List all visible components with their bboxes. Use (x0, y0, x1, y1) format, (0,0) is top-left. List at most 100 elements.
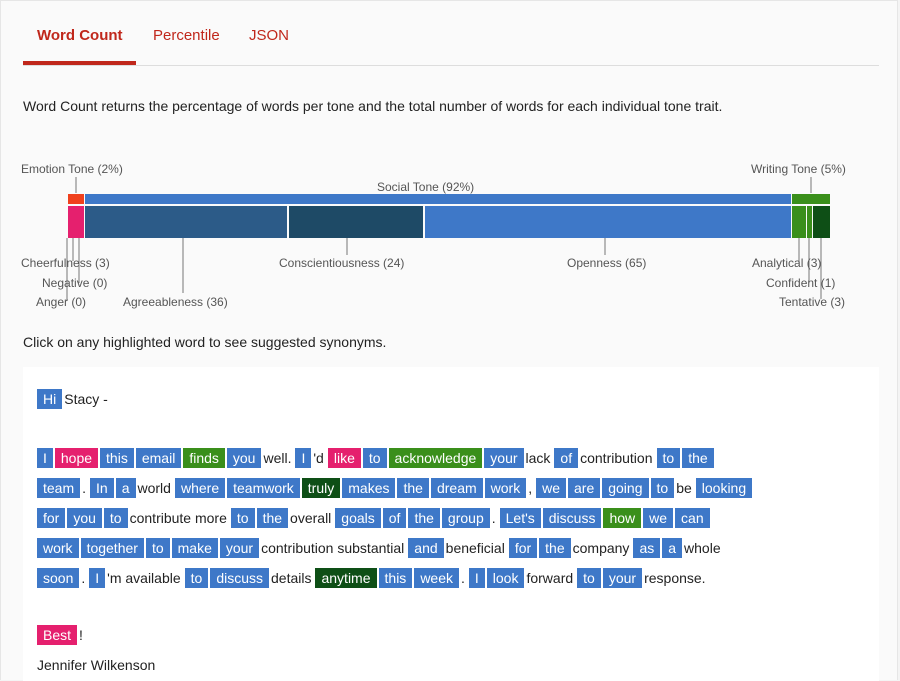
highlighted-word[interactable]: look (486, 568, 525, 588)
highlighted-word[interactable]: like (327, 448, 361, 468)
plain-word: be (676, 480, 692, 496)
highlighted-word[interactable]: week (414, 568, 459, 588)
highlighted-word[interactable]: work (37, 538, 79, 558)
highlighted-word[interactable]: hope (54, 448, 99, 468)
highlighted-word[interactable]: work (484, 478, 527, 498)
bar-confident[interactable] (807, 206, 812, 238)
highlighted-word[interactable]: make (171, 538, 218, 558)
highlighted-word[interactable]: I (89, 568, 106, 588)
highlighted-word[interactable]: I (37, 448, 53, 468)
bar-tentative[interactable] (813, 206, 830, 238)
bar-openness[interactable] (425, 206, 791, 238)
highlighted-word[interactable]: makes (342, 478, 396, 498)
highlighted-word[interactable]: of (382, 508, 407, 528)
highlighted-word[interactable]: Best (37, 625, 78, 645)
highlighted-word[interactable]: soon (37, 568, 80, 588)
plain-word: contribute more (129, 510, 227, 526)
highlighted-word[interactable]: and (408, 538, 444, 558)
highlighted-word[interactable]: teamwork (227, 478, 300, 498)
highlighted-word[interactable]: discuss (542, 508, 602, 528)
highlighted-word[interactable]: the (682, 448, 714, 468)
highlighted-word[interactable]: the (539, 538, 571, 558)
highlighted-word[interactable]: the (408, 508, 440, 528)
highlighted-word[interactable]: your (219, 538, 260, 558)
highlighted-word[interactable]: together (80, 538, 144, 558)
bar-agreeableness[interactable] (85, 206, 287, 238)
highlighted-word[interactable]: for (508, 538, 538, 558)
highlighted-word[interactable]: to (230, 508, 255, 528)
highlighted-word[interactable]: going (602, 478, 649, 498)
tab-word-count[interactable]: Word Count (37, 27, 123, 44)
highlighted-word[interactable]: looking (695, 478, 753, 498)
highlighted-word[interactable]: you (67, 508, 102, 528)
highlighted-word[interactable]: email (135, 448, 182, 468)
highlighted-word[interactable]: to (362, 448, 387, 468)
highlighted-word[interactable]: anytime (315, 568, 377, 588)
highlighted-word[interactable]: to (577, 568, 601, 588)
email-line-2: team. In a world where teamwork truly makes the d… (37, 478, 754, 498)
label-openness: Openness (65) (567, 256, 646, 270)
highlighted-word[interactable]: a (115, 478, 136, 498)
label-writing-tone: Writing Tone (5%) (751, 162, 846, 176)
tab-percentile[interactable]: Percentile (153, 27, 220, 44)
highlighted-word[interactable]: to (103, 508, 128, 528)
highlighted-word[interactable]: the (256, 508, 289, 528)
highlighted-word[interactable]: acknowledge (388, 448, 483, 468)
highlighted-word[interactable]: group (441, 508, 490, 528)
highlighted-word[interactable]: as (633, 538, 661, 558)
highlighted-word[interactable]: I (295, 448, 312, 468)
highlighted-word[interactable]: I (468, 568, 485, 588)
plain-word: company (572, 540, 630, 556)
highlighted-word[interactable]: how (603, 508, 642, 528)
highlighted-word[interactable]: truly (301, 478, 341, 498)
plain-word: Stacy - (64, 391, 108, 407)
highlighted-word[interactable]: Hi (37, 389, 63, 409)
label-tentative: Tentative (3) (779, 295, 845, 309)
highlighted-word[interactable]: to (650, 478, 675, 498)
highlighted-word[interactable]: Let's (499, 508, 541, 528)
bar-emotion-tone[interactable] (68, 194, 84, 204)
highlighted-word[interactable]: a (662, 538, 683, 558)
label-negative: Negative (0) (42, 276, 107, 290)
highlighted-word[interactable]: team (37, 478, 81, 498)
label-analytical: Analytical (3) (752, 256, 821, 270)
highlighted-word[interactable]: to (184, 568, 209, 588)
tab-json[interactable]: JSON (249, 27, 290, 44)
plain-word: . (491, 510, 496, 526)
highlighted-word[interactable]: your (602, 568, 643, 588)
highlighted-word[interactable]: your (484, 448, 524, 468)
highlighted-word[interactable]: are (568, 478, 601, 498)
bar-conscientiousness[interactable] (289, 206, 423, 238)
highlighted-word[interactable]: where (174, 478, 226, 498)
highlighted-word[interactable]: this (378, 568, 413, 588)
plain-word: details (271, 570, 312, 586)
highlighted-word[interactable]: goals (335, 508, 381, 528)
bar-cheerfulness[interactable] (68, 206, 84, 238)
highlighted-word[interactable]: to (145, 538, 170, 558)
bar-writing-tone[interactable] (792, 194, 830, 204)
highlighted-word[interactable]: of (554, 448, 579, 468)
plain-word: , (528, 480, 533, 496)
highlighted-word[interactable]: dream (430, 478, 483, 498)
bar-social-tone[interactable] (85, 194, 791, 204)
highlighted-word[interactable]: for (37, 508, 66, 528)
highlighted-word[interactable]: can (675, 508, 710, 528)
plain-word: ! (79, 627, 83, 643)
highlighted-word[interactable]: we (643, 508, 674, 528)
highlighted-word[interactable]: the (397, 478, 429, 498)
highlighted-word[interactable]: this (100, 448, 134, 468)
email-closing: Best! (37, 625, 87, 645)
label-cheerfulness: Cheerfulness (3) (21, 256, 110, 270)
label-conscientiousness: Conscientiousness (24) (279, 256, 404, 270)
tone-bar-chart: Emotion Tone (2%) Social Tone (92%) Writ… (1, 151, 899, 321)
highlighted-word[interactable]: we (536, 478, 566, 498)
bar-analytical[interactable] (792, 206, 806, 238)
highlighted-word[interactable]: you (226, 448, 262, 468)
highlighted-word[interactable]: In (90, 478, 114, 498)
label-emotion-tone: Emotion Tone (2%) (21, 162, 123, 176)
highlighted-word[interactable]: finds (183, 448, 225, 468)
highlighted-word[interactable]: discuss (210, 568, 270, 588)
highlighted-word[interactable]: to (656, 448, 681, 468)
